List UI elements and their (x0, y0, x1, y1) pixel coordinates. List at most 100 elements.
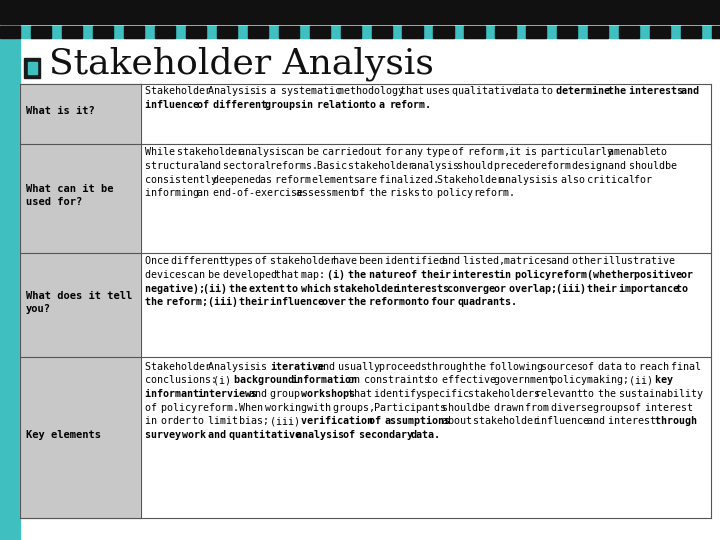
Bar (93, 26, 113, 38)
Text: consistently: consistently (145, 174, 223, 185)
Text: risks: risks (390, 188, 426, 198)
Text: the: the (468, 362, 492, 372)
Text: that: that (400, 86, 431, 97)
Text: Stakeholder: Stakeholder (436, 174, 508, 185)
Text: and: and (551, 256, 575, 267)
Text: uses: uses (426, 86, 456, 97)
Text: their: their (421, 270, 457, 280)
Bar (20, 84, 141, 144)
Text: bias;: bias; (239, 416, 275, 426)
Text: diverse: diverse (551, 403, 599, 413)
Text: can: can (286, 147, 310, 157)
Text: nature: nature (369, 270, 411, 280)
Text: their: their (588, 284, 624, 294)
Text: iterative: iterative (270, 362, 324, 372)
Text: Participants: Participants (374, 403, 452, 413)
Text: assumptions: assumptions (384, 416, 451, 426)
Text: proceeds: proceeds (379, 362, 433, 372)
Text: assessment: assessment (296, 188, 362, 198)
Text: When: When (239, 403, 269, 413)
Text: in: in (499, 270, 517, 280)
Text: following: following (489, 362, 549, 372)
Bar (28, 62, 37, 74)
Text: of: of (452, 147, 470, 157)
Text: reform.: reform. (390, 100, 432, 110)
Text: (iii): (iii) (557, 284, 593, 294)
Text: critical: critical (588, 174, 642, 185)
Text: conclusions:: conclusions: (145, 375, 223, 386)
Text: a: a (379, 100, 392, 110)
Text: identify: identify (374, 389, 428, 399)
Bar (341, 26, 361, 38)
Text: four: four (431, 298, 462, 307)
Text: should: should (629, 161, 671, 171)
Text: their: their (239, 298, 275, 307)
Text: interviews: interviews (197, 389, 258, 399)
Text: (ii): (ii) (202, 284, 233, 294)
Text: to: to (624, 362, 642, 372)
Text: or: or (494, 284, 512, 294)
Bar (650, 26, 670, 38)
Text: influence: influence (270, 298, 330, 307)
Text: to: to (192, 416, 210, 426)
Bar (141, 144, 711, 253)
Text: finalized.: finalized. (379, 174, 446, 185)
Text: from: from (525, 403, 555, 413)
Text: to: to (541, 86, 559, 97)
Text: systematic: systematic (281, 86, 346, 97)
Text: analysis: analysis (296, 430, 350, 440)
Text: (iii): (iii) (270, 416, 306, 426)
Text: in: in (302, 100, 320, 110)
Text: key: key (655, 375, 679, 386)
Text: to: to (421, 188, 439, 198)
Bar (712, 26, 720, 38)
Text: and: and (588, 416, 611, 426)
Text: order: order (161, 416, 197, 426)
Text: be: be (478, 403, 496, 413)
Text: of: of (145, 403, 163, 413)
Bar (588, 26, 608, 38)
Text: influence: influence (536, 416, 595, 426)
Text: the: the (598, 389, 622, 399)
Text: Stakeholder Analysis: Stakeholder Analysis (49, 46, 434, 81)
Text: design: design (572, 161, 614, 171)
Text: be: be (307, 147, 325, 157)
Text: analysis: analysis (410, 161, 464, 171)
Text: final: final (670, 362, 706, 372)
Text: the: the (348, 270, 372, 280)
Text: analysis: analysis (239, 147, 293, 157)
Text: of: of (629, 403, 647, 413)
Text: group: group (270, 389, 306, 399)
Text: to: to (655, 147, 673, 157)
Text: information: information (291, 375, 357, 386)
Text: type: type (426, 147, 456, 157)
Text: relevant: relevant (536, 389, 590, 399)
Bar (0, 26, 20, 38)
Text: What can it be
used for?: What can it be used for? (26, 184, 114, 207)
Text: secondary: secondary (359, 430, 418, 440)
Text: interest: interest (644, 403, 698, 413)
Text: drawn: drawn (494, 403, 530, 413)
Text: making;: making; (588, 375, 636, 386)
Text: any: any (405, 147, 429, 157)
Bar (248, 26, 268, 38)
Text: different: different (171, 256, 231, 267)
Text: different: different (213, 100, 273, 110)
Text: to: to (676, 284, 694, 294)
Text: to: to (286, 284, 304, 294)
Text: as: as (260, 174, 278, 185)
Bar (141, 357, 711, 518)
Text: methodology: methodology (338, 86, 410, 97)
Text: with: with (307, 403, 337, 413)
Text: (iii): (iii) (208, 298, 244, 307)
Bar (526, 26, 546, 38)
Text: interest: interest (608, 416, 662, 426)
Text: to: to (582, 389, 600, 399)
Text: structural: structural (145, 161, 212, 171)
Text: the: the (369, 188, 393, 198)
Text: interest: interest (452, 270, 506, 280)
Text: While: While (145, 147, 181, 157)
Text: precede: precede (494, 161, 542, 171)
Text: that: that (348, 389, 378, 399)
Text: of: of (197, 100, 215, 110)
